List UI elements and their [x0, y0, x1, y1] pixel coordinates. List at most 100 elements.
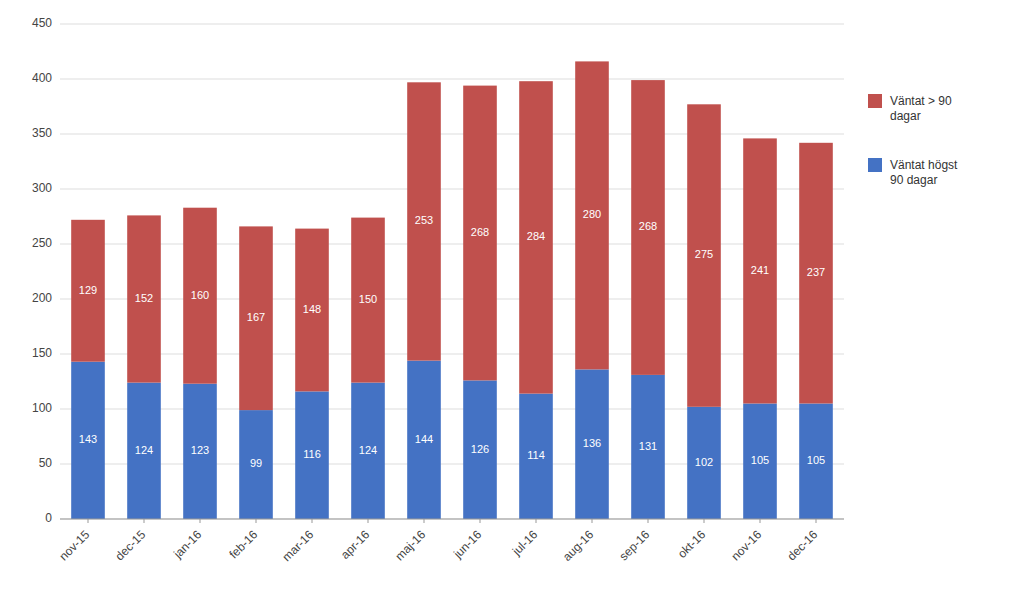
- grid-line: [60, 79, 844, 80]
- x-tick: [816, 519, 817, 523]
- grid-line: [60, 354, 844, 355]
- x-tick: [648, 519, 649, 523]
- x-tick: [88, 519, 89, 523]
- y-tick-label: 200: [32, 291, 52, 305]
- x-tick: [592, 519, 593, 523]
- x-tick: [144, 519, 145, 523]
- bar-segment: [519, 81, 553, 393]
- data-label: 123: [191, 444, 209, 456]
- bar-segment: [463, 86, 497, 381]
- bar-segment: [519, 394, 553, 519]
- y-tick-label: 350: [32, 126, 52, 140]
- x-tick-label: feb-16: [226, 527, 260, 561]
- bar-segment: [575, 369, 609, 519]
- grid-line: [60, 244, 844, 245]
- x-tick-label: jul-16: [509, 527, 541, 559]
- grid-line: [60, 519, 844, 520]
- x-tick-label: mar-16: [280, 527, 317, 564]
- bar-segment: [71, 220, 105, 362]
- y-tick-label: 100: [32, 401, 52, 415]
- bar-segment: [183, 208, 217, 384]
- bar-segment: [575, 61, 609, 369]
- legend-label: Väntat högst90 dagar: [890, 158, 958, 187]
- x-tick-label: nov-15: [57, 527, 93, 563]
- data-label: 268: [471, 226, 489, 238]
- chart-svg: 0501001502002503003504004501431241239911…: [0, 0, 1024, 599]
- x-tick: [536, 519, 537, 523]
- data-label: 275: [695, 248, 713, 260]
- bar-segment: [127, 383, 161, 519]
- x-tick-label: jan-16: [170, 527, 204, 561]
- data-label: 152: [135, 292, 153, 304]
- legend-label: Väntat > 90dagar: [890, 94, 952, 123]
- bar-segment: [407, 361, 441, 519]
- grid-line: [60, 24, 844, 25]
- bar-segment: [351, 383, 385, 519]
- x-tick: [424, 519, 425, 523]
- y-axis: 050100150200250300350400450: [32, 16, 844, 525]
- grid-line: [60, 409, 844, 410]
- data-label: 268: [639, 220, 657, 232]
- x-tick: [704, 519, 705, 523]
- legend: Väntat > 90dagar Väntat högst90 dagar: [868, 94, 958, 187]
- y-tick-label: 450: [32, 16, 52, 30]
- data-label: 148: [303, 303, 321, 315]
- data-label: 150: [359, 293, 377, 305]
- x-tick: [200, 519, 201, 523]
- legend-label-line: Väntat > 90: [890, 94, 952, 108]
- legend-label-line: Väntat högst: [890, 158, 958, 172]
- x-tick: [256, 519, 257, 523]
- legend-label-line: dagar: [890, 109, 921, 123]
- data-label: 167: [247, 311, 265, 323]
- grid-line: [60, 134, 844, 135]
- x-tick-label: dec-16: [785, 527, 821, 563]
- bar-segment: [127, 215, 161, 382]
- x-tick: [368, 519, 369, 523]
- y-tick-label: 250: [32, 236, 52, 250]
- grid-line: [60, 464, 844, 465]
- data-label: 124: [135, 444, 153, 456]
- x-tick-label: nov-16: [729, 527, 765, 563]
- data-label: 143: [79, 433, 97, 445]
- data-label: 129: [79, 284, 97, 296]
- data-label: 114: [527, 449, 545, 461]
- bar-segment: [631, 375, 665, 519]
- bar-segment: [463, 380, 497, 519]
- y-tick-label: 0: [45, 511, 52, 525]
- x-tick: [760, 519, 761, 523]
- data-label: 131: [639, 440, 657, 452]
- bar-segment: [743, 138, 777, 403]
- x-axis-line: [60, 519, 844, 520]
- legend-swatch: [868, 158, 882, 172]
- data-label: 280: [583, 208, 601, 220]
- bar-segment: [295, 229, 329, 392]
- bar-segment: [407, 82, 441, 360]
- x-tick: [312, 519, 313, 523]
- bar-segment: [687, 104, 721, 407]
- data-labels: 1431241239911612414412611413613110210510…: [79, 208, 825, 469]
- data-label: 253: [415, 214, 433, 226]
- x-tick-label: aug-16: [560, 527, 597, 564]
- bar-segment: [183, 384, 217, 519]
- x-tick-label: okt-16: [675, 527, 709, 561]
- legend-label-line: 90 dagar: [890, 173, 937, 187]
- bar-segment: [687, 407, 721, 519]
- data-label: 124: [359, 444, 377, 456]
- bar-segment: [295, 391, 329, 519]
- bar-segment: [351, 218, 385, 383]
- data-label: 237: [807, 266, 825, 278]
- bar-segment: [743, 404, 777, 520]
- x-tick-label: dec-15: [113, 527, 149, 563]
- x-tick-label: sep-16: [617, 527, 653, 563]
- data-label: 241: [751, 264, 769, 276]
- bar-segment: [71, 362, 105, 519]
- data-label: 99: [250, 457, 262, 469]
- data-label: 105: [751, 454, 769, 466]
- x-tick-label: jun-16: [450, 527, 484, 561]
- bar-segment: [799, 143, 833, 404]
- x-axis: nov-15dec-15jan-16feb-16mar-16apr-16maj-…: [57, 519, 844, 564]
- y-tick-label: 400: [32, 71, 52, 85]
- grid-line: [60, 299, 844, 300]
- chart-container: 0501001502002503003504004501431241239911…: [0, 0, 1024, 599]
- y-tick-label: 150: [32, 346, 52, 360]
